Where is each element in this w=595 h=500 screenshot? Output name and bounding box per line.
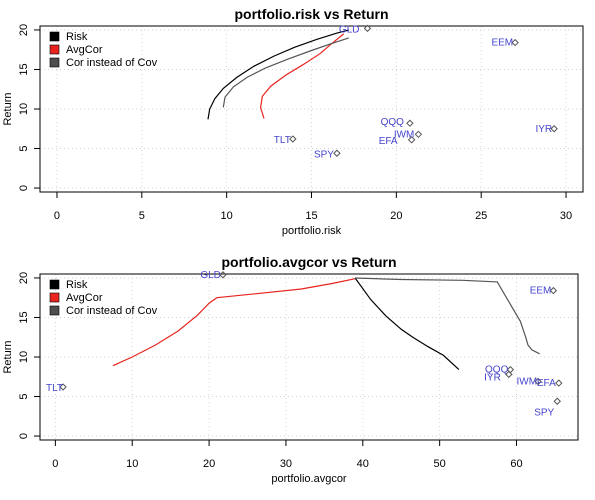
asset-label-eem: EEM <box>530 286 552 297</box>
legend-label-risk: Risk <box>66 31 88 43</box>
legend-label-cor-instead-of-cov: Cor instead of Cov <box>66 305 158 317</box>
legend-swatch-avgcor <box>49 292 60 303</box>
chart-title: portfolio.avgcor vs Return <box>221 254 396 270</box>
x-tick-label: 30 <box>560 210 572 222</box>
y-tick-label: 0 <box>18 185 30 191</box>
asset-point-gld <box>219 271 227 279</box>
legend-swatch-risk <box>49 279 60 290</box>
y-tick-label: 0 <box>18 433 30 439</box>
y-tick-label: 5 <box>18 393 30 399</box>
x-tick-label: 20 <box>203 458 215 470</box>
x-tick-label: 10 <box>221 210 233 222</box>
asset-label-spy: SPY <box>534 407 554 418</box>
legend-swatch-avgcor <box>49 44 60 55</box>
asset-label-eem: EEM <box>491 38 513 49</box>
y-tick-label: 15 <box>18 63 30 75</box>
legend-label-cor-instead-of-cov: Cor instead of Cov <box>66 57 158 69</box>
asset-label-efa: EFA <box>537 378 556 389</box>
legend-swatch-risk <box>49 31 60 42</box>
x-axis-label: portfolio.risk <box>282 225 342 237</box>
asset-point-eem <box>511 38 519 47</box>
asset-point-iyr <box>505 370 513 379</box>
x-tick-label: 50 <box>434 458 446 470</box>
x-tick-label: 5 <box>139 210 145 222</box>
asset-point-efa <box>555 379 563 387</box>
asset-label-efa: EFA <box>379 136 398 147</box>
series-line-avgcor <box>112 278 356 367</box>
legend-swatch-cor-instead-of-cov <box>49 305 60 316</box>
asset-label-gld: GLD <box>339 24 360 35</box>
asset-label-tlt: TLT <box>46 383 63 394</box>
series-line-risk <box>207 29 349 120</box>
y-tick-label: 10 <box>18 351 30 363</box>
x-tick-label: 60 <box>510 458 522 470</box>
asset-point-gld <box>363 24 372 33</box>
y-tick-label: 5 <box>18 145 30 151</box>
x-tick-label: 10 <box>126 458 138 470</box>
series-line-risk <box>354 277 460 371</box>
asset-point-spy <box>333 149 341 157</box>
asset-label-qqq: QQQ <box>381 117 405 128</box>
panel-risk-vs-return: 0 5 10 15 20 25 30 0 5 10 15 20 portfolio.risk vs Re… <box>2 6 584 237</box>
asset-label-gld: GLD <box>200 270 221 281</box>
panel-avgcor-vs-return: 0 10 20 30 40 50 60 0 5 10 15 20 portfolio.avgcor vs… <box>2 254 579 485</box>
asset-point-qqq <box>406 119 414 127</box>
asset-point-tlt <box>59 383 67 391</box>
series-line-cor-instead-of-cov <box>222 37 349 108</box>
asset-point-tlt <box>289 135 297 143</box>
x-tick-label: 40 <box>357 458 369 470</box>
y-tick-label: 15 <box>18 311 30 323</box>
asset-point-spy <box>553 397 561 405</box>
x-axis-label: portfolio.avgcor <box>271 473 347 485</box>
x-tick-label: 0 <box>54 210 60 222</box>
asset-label-spy: SPY <box>314 149 334 160</box>
x-tick-label: 15 <box>305 210 317 222</box>
x-tick-label: 30 <box>280 458 292 470</box>
legend-label-risk: Risk <box>66 279 88 291</box>
y-axis-label: Return <box>2 340 14 373</box>
y-tick-label: 20 <box>18 24 30 36</box>
asset-point-eem <box>549 286 558 295</box>
asset-label-iwm: IWM <box>394 129 415 140</box>
x-tick-label: 0 <box>52 458 58 470</box>
chart-title: portfolio.risk vs Return <box>234 6 388 22</box>
series-line-avgcor <box>259 33 345 119</box>
asset-point-iwm <box>534 377 542 386</box>
asset-label-tlt: TLT <box>274 135 291 146</box>
y-tick-label: 10 <box>18 103 30 115</box>
asset-label-iyr: IYR <box>484 372 501 383</box>
y-axis-label: Return <box>2 92 14 125</box>
series-line-cor-instead-of-cov <box>355 277 540 355</box>
x-tick-label: 25 <box>475 210 487 222</box>
y-tick-label: 20 <box>18 272 30 284</box>
x-tick-label: 20 <box>390 210 402 222</box>
asset-label-iwm: IWM <box>516 377 537 388</box>
asset-point-iyr <box>550 125 558 133</box>
asset-point-efa <box>407 136 416 144</box>
legend-label-avgcor: AvgCor <box>66 44 103 56</box>
legend-swatch-cor-instead-of-cov <box>49 57 60 68</box>
asset-point-iwm <box>414 130 423 139</box>
asset-label-iyr: IYR <box>535 124 552 135</box>
asset-label-qqq: QQQ <box>485 365 509 376</box>
legend-label-avgcor: AvgCor <box>66 292 103 304</box>
